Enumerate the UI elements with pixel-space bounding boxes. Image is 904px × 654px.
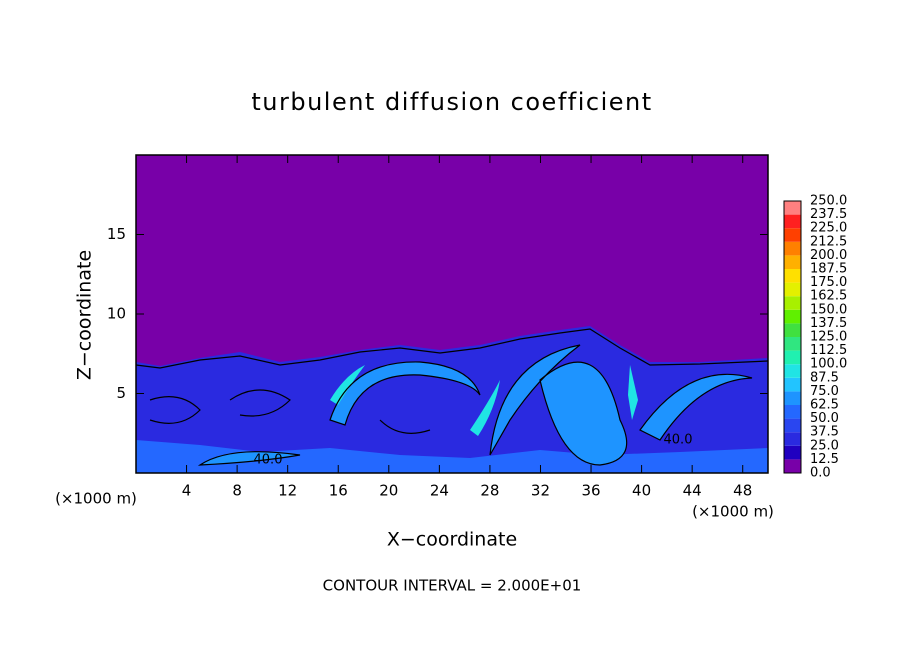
colorbar-swatch [784, 228, 801, 242]
y-unit: (×1000 m) [55, 490, 137, 508]
x-tick-label: 36 [581, 482, 600, 500]
field-region [490, 345, 580, 455]
colorbar-label: 112.5 [810, 343, 847, 358]
colorbar-swatch [784, 337, 801, 351]
contour-label: 40.0 [664, 433, 693, 448]
colorbar-swatch [784, 418, 801, 433]
colorbar-swatch [784, 296, 801, 310]
colorbar-swatch [784, 323, 801, 337]
caption: CONTOUR INTERVAL = 2.000E+01 [323, 577, 582, 595]
colorbar-label: 250.0 [810, 194, 847, 209]
x-tick-label: 44 [683, 482, 702, 500]
y-tick-label: 5 [116, 384, 126, 402]
chart-title: turbulent diffusion coefficient [251, 88, 652, 116]
colorbar-swatch [784, 309, 801, 324]
y-axis-label: Z−coordinate [74, 250, 96, 380]
colorbar-swatch [784, 391, 801, 405]
colorbar-label: 62.5 [810, 398, 839, 413]
colorbar-label: 37.5 [810, 425, 839, 440]
field-region [540, 362, 627, 465]
x-tick-label: 16 [329, 482, 348, 500]
colorbar-label: 175.0 [810, 275, 847, 290]
colorbar-swatch [784, 459, 801, 473]
field-region [640, 374, 752, 440]
colorbar-swatch [784, 405, 801, 419]
x-unit: (×1000 m) [692, 503, 774, 521]
colorbar-swatch [784, 350, 801, 365]
colorbar-label: 12.5 [810, 452, 839, 467]
x-tick-label: 32 [531, 482, 550, 500]
colorbar-label: 137.5 [810, 316, 847, 331]
field-region [136, 440, 768, 473]
colorbar-swatch [784, 282, 801, 297]
colorbar-label: 75.0 [810, 384, 839, 399]
contour-label: 40.0 [254, 453, 283, 468]
colorbar-label: 237.5 [810, 207, 847, 222]
colorbar-label: 162.5 [810, 289, 847, 304]
y-tick-label: 10 [107, 305, 126, 323]
colorbar-label: 212.5 [810, 234, 847, 249]
colorbar-swatch [784, 269, 801, 283]
y-tick-label: 15 [107, 225, 126, 243]
colorbar-label: 0.0 [810, 466, 831, 481]
x-tick-label: 4 [182, 482, 192, 500]
colorbar-label: 225.0 [810, 221, 847, 236]
field-region [470, 380, 500, 436]
x-axis-label: X−coordinate [387, 529, 517, 551]
x-tick-label: 40 [632, 482, 651, 500]
x-tick-label: 8 [232, 482, 242, 500]
colorbar-label: 150.0 [810, 302, 847, 317]
colorbar-swatch [784, 201, 801, 215]
colorbar-label: 187.5 [810, 262, 847, 277]
x-tick-label: 20 [379, 482, 398, 500]
field [135, 155, 769, 473]
colorbar-swatch [784, 445, 801, 460]
field-region [628, 365, 638, 420]
colorbar-swatch [784, 364, 801, 378]
colorbar-label: 125.0 [810, 330, 847, 345]
colorbar-label: 25.0 [810, 438, 839, 453]
colorbar-frame [783, 200, 802, 474]
colorbar-label: 100.0 [810, 357, 847, 372]
colorbar-label: 50.0 [810, 411, 839, 426]
colorbar-label: 200.0 [810, 248, 847, 263]
colorbar-label: 87.5 [810, 370, 839, 385]
colorbar-swatch [784, 241, 801, 256]
x-tick-label: 12 [278, 482, 297, 500]
x-tick-label: 48 [733, 482, 752, 500]
x-tick-label: 24 [430, 482, 449, 500]
x-tick-label: 28 [480, 482, 499, 500]
field-region [330, 365, 365, 405]
colorbar-swatch [784, 255, 801, 269]
colorbar-swatch [784, 432, 801, 446]
colorbar-swatch [784, 214, 801, 229]
contour-lines [135, 328, 769, 466]
colorbar-swatch [784, 377, 801, 392]
